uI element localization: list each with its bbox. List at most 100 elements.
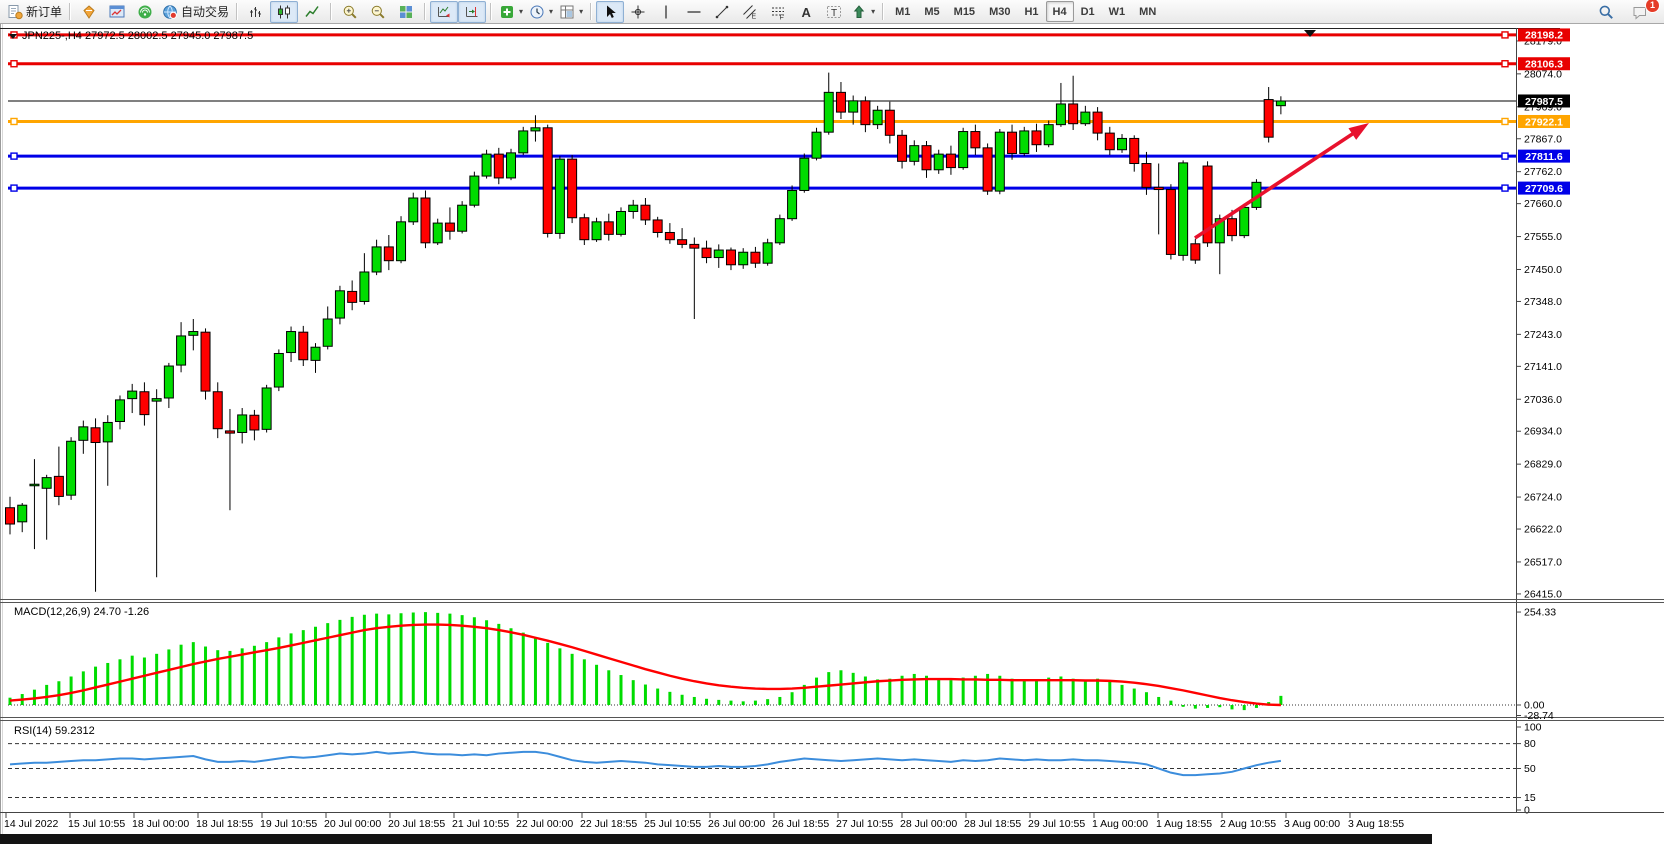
template-button[interactable]: ▾ bbox=[556, 1, 586, 23]
toolbar-separator bbox=[590, 3, 593, 20]
candle bbox=[151, 389, 162, 578]
price-tick-label: 26829.0 bbox=[1524, 459, 1562, 471]
new-chart-button[interactable] bbox=[103, 1, 131, 23]
trendline-button[interactable] bbox=[708, 1, 736, 23]
price-badge-27811.6: 27811.6 bbox=[1518, 149, 1570, 163]
timeframe-h4-button[interactable]: H4 bbox=[1045, 1, 1074, 22]
horizontal-line-button[interactable] bbox=[680, 1, 708, 23]
time-tick-label: 20 Jul 00:00 bbox=[324, 818, 381, 830]
line-handle[interactable] bbox=[1501, 31, 1509, 39]
line-handle[interactable] bbox=[1501, 60, 1509, 68]
line-handle[interactable] bbox=[1501, 152, 1509, 160]
candle bbox=[1092, 107, 1103, 141]
crosshair-button[interactable] bbox=[624, 1, 652, 23]
time-tick-label: 26 Jul 00:00 bbox=[708, 818, 765, 830]
candle bbox=[787, 185, 798, 221]
horizontal-level-line-28106.3[interactable] bbox=[8, 60, 1516, 68]
candlestick-button[interactable] bbox=[270, 0, 299, 23]
candle bbox=[1275, 96, 1286, 115]
auto-scroll-button[interactable] bbox=[430, 0, 459, 23]
time-axis[interactable]: 14 Jul 2022 15 Jul 10:55 18 Jul 00:00 18 Ju… bbox=[0, 812, 1664, 831]
line-chart-button[interactable] bbox=[298, 1, 326, 23]
bar-chart-button[interactable] bbox=[242, 1, 270, 23]
candle bbox=[1007, 124, 1018, 160]
signals-button[interactable] bbox=[131, 1, 159, 23]
time-tick-label: 22 Jul 00:00 bbox=[516, 818, 573, 830]
candle bbox=[41, 474, 52, 540]
candles bbox=[5, 72, 1286, 592]
price-axis[interactable]: 28179.028074.027969.027867.027762.027660… bbox=[1516, 28, 1570, 812]
vline-icon bbox=[665, 5, 667, 18]
text-button[interactable]: A bbox=[792, 1, 820, 23]
timeframe-h1-button[interactable]: H1 bbox=[1024, 5, 1039, 18]
toolbar-group-trade: 新订单 bbox=[4, 0, 65, 24]
autotrade-button[interactable]: 自动交易 bbox=[159, 1, 232, 23]
price-tick-label: 27762.0 bbox=[1524, 166, 1562, 178]
layouts-button[interactable] bbox=[75, 1, 103, 23]
candle bbox=[1019, 126, 1030, 156]
candle bbox=[298, 325, 309, 367]
timeframe-mn-button[interactable]: MN bbox=[1139, 5, 1157, 18]
svg-text:F: F bbox=[780, 14, 784, 20]
candle bbox=[713, 244, 724, 268]
line-handle[interactable] bbox=[10, 60, 18, 68]
candle bbox=[371, 239, 382, 276]
periods-button[interactable]: ▾ bbox=[526, 1, 556, 23]
timeframe-m5-button[interactable]: M5 bbox=[924, 5, 940, 18]
toolbar-separator bbox=[69, 3, 72, 20]
trend-arrow[interactable] bbox=[1194, 123, 1369, 240]
time-tick-label: 15 Jul 10:55 bbox=[68, 818, 125, 830]
timeframe-d1-button[interactable]: D1 bbox=[1080, 5, 1095, 18]
candle bbox=[66, 437, 77, 500]
tile-windows-button[interactable] bbox=[392, 1, 420, 23]
search-button[interactable] bbox=[1592, 1, 1620, 23]
candle bbox=[909, 140, 920, 166]
price-tick-label: 27867.0 bbox=[1524, 133, 1562, 145]
candle bbox=[383, 234, 394, 271]
timeframe-m15-button[interactable]: M15 bbox=[953, 5, 976, 18]
rsi-label: RSI(14) 59.2312 bbox=[14, 725, 95, 737]
timeframe-m30-button[interactable]: M30 bbox=[989, 5, 1011, 18]
candle bbox=[139, 382, 150, 426]
chart-canvas: JPN225-,H4 27972.5 28002.5 27945.0 27987… bbox=[0, 24, 1664, 844]
pane-separator[interactable] bbox=[0, 599, 1664, 603]
candle bbox=[811, 127, 822, 161]
timeframe-m1-button[interactable]: M1 bbox=[895, 5, 911, 18]
line-handle[interactable] bbox=[10, 184, 18, 192]
zoom-out-button[interactable] bbox=[364, 1, 392, 23]
horizontal-level-line-27709.6[interactable] bbox=[8, 184, 1516, 192]
chart-shift-button[interactable] bbox=[458, 0, 487, 23]
candle bbox=[176, 322, 187, 373]
macd-axis-label: -28.74 bbox=[1524, 710, 1554, 722]
label-button[interactable]: T bbox=[820, 1, 848, 23]
candle bbox=[286, 326, 297, 362]
candle bbox=[1214, 214, 1225, 275]
rsi-axis-label: 80 bbox=[1524, 738, 1536, 750]
shapes-button[interactable]: ▾ bbox=[848, 1, 878, 23]
channel-button[interactable]: E bbox=[736, 1, 764, 23]
hline-icon bbox=[687, 10, 701, 13]
candle bbox=[310, 343, 321, 373]
chat-button[interactable]: 1 bbox=[1626, 0, 1660, 23]
fibonacci-button[interactable]: F bbox=[764, 1, 792, 23]
candle bbox=[408, 192, 419, 225]
new-order-button[interactable]: 新订单 bbox=[4, 1, 65, 23]
line-handle[interactable] bbox=[1501, 117, 1509, 126]
candle bbox=[188, 319, 199, 351]
line-handle[interactable] bbox=[1501, 184, 1509, 192]
pane-separator[interactable] bbox=[0, 717, 1664, 721]
line-handle[interactable] bbox=[10, 152, 18, 160]
candle bbox=[835, 82, 846, 120]
shift-marker[interactable] bbox=[1304, 30, 1316, 37]
add-indicator-button[interactable]: ▾ bbox=[496, 1, 526, 23]
one-click-arrow-icon[interactable] bbox=[9, 34, 17, 39]
candle bbox=[432, 218, 443, 246]
symbol-ohlc-label: JPN225-,H4 27972.5 28002.5 27945.0 27987… bbox=[22, 30, 253, 42]
timeframe-w1-button[interactable]: W1 bbox=[1108, 5, 1126, 18]
rsi-axis-label: 0 bbox=[1524, 805, 1530, 817]
vertical-line-button[interactable] bbox=[652, 1, 680, 23]
line-handle[interactable] bbox=[10, 117, 18, 126]
zoom-in-button[interactable] bbox=[336, 1, 364, 23]
horizontal-level-line-27811.6[interactable] bbox=[8, 152, 1516, 160]
cursor-button[interactable] bbox=[596, 0, 625, 23]
